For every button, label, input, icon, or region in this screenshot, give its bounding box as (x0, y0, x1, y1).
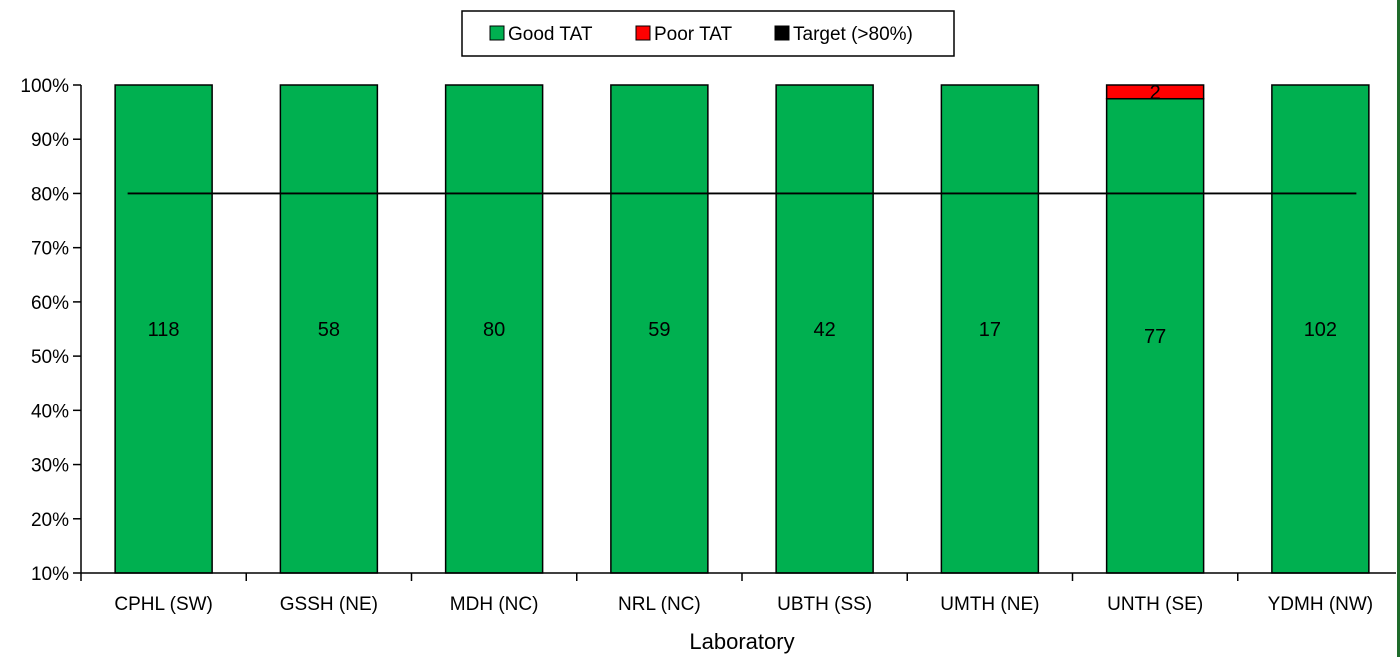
bar-good-unth-se (1105, 97, 1205, 574)
y-tick-label: 70% (31, 239, 69, 260)
data-label-good: 102 (1304, 319, 1337, 341)
data-label-good: 118 (148, 319, 180, 341)
x-tick-label: UNTH (SE) (1107, 594, 1203, 615)
x-axis-title: Laboratory (689, 629, 794, 654)
y-tick-label: 60% (31, 293, 69, 314)
right-edge-border (1397, 0, 1400, 657)
bar-good-nrl-nc (610, 84, 709, 574)
bar-good-cphl-sw (114, 84, 213, 574)
x-tick-label: YDMH (NW) (1268, 594, 1374, 615)
data-label-good: 59 (648, 319, 670, 341)
data-label-good: 58 (318, 319, 340, 341)
y-tick-label: 100% (20, 76, 69, 97)
x-tick-label: NRL (NC) (618, 594, 701, 615)
axes: CPHL (SW) GSSH (NE) MDH (NC) NRL (NC) UBTH (… (20, 76, 1396, 615)
legend-swatch (489, 25, 505, 41)
x-tick-label: UBTH (SS) (777, 594, 872, 615)
bar-good-ubth-ss (775, 84, 874, 574)
legend-swatch (774, 25, 790, 41)
x-tick-label: MDH (NC) (450, 594, 539, 615)
data-label-good: 77 (1144, 326, 1166, 348)
y-tick-label: 50% (31, 347, 69, 368)
data-label-good: 17 (979, 319, 1001, 341)
legend-swatch (635, 25, 651, 41)
data-labels: 118 58 80 59 42 17 77 2 102 (148, 82, 1337, 348)
bar-good-ydmh-nw (1271, 84, 1370, 574)
x-tick-label: UMTH (NE) (940, 594, 1039, 615)
legend: Good TAT Poor TAT Target (>80%) (461, 10, 955, 57)
y-tick-label: 40% (31, 401, 69, 422)
legend-label: Target (>80%) (793, 24, 913, 45)
x-tick-label: GSSH (NE) (280, 594, 378, 615)
legend-box (461, 10, 955, 57)
bar-good-mdh-nc (444, 84, 544, 574)
legend-label: Good TAT (508, 24, 593, 45)
data-label-poor: 2 (1150, 82, 1161, 104)
data-label-good: 80 (483, 319, 505, 341)
bar-good-gssh-ne (279, 84, 379, 574)
bars (114, 84, 1370, 574)
y-tick-label: 90% (31, 130, 69, 151)
y-tick-label: 10% (31, 564, 69, 585)
y-tick-label: 30% (31, 456, 69, 477)
bar-poor-unth-se (1105, 84, 1205, 100)
data-label-good: 42 (814, 319, 836, 341)
x-tick-label: CPHL (SW) (114, 594, 213, 615)
y-tick-label: 80% (31, 184, 69, 205)
legend-label: Poor TAT (654, 24, 733, 45)
y-tick-label: 20% (31, 510, 69, 531)
